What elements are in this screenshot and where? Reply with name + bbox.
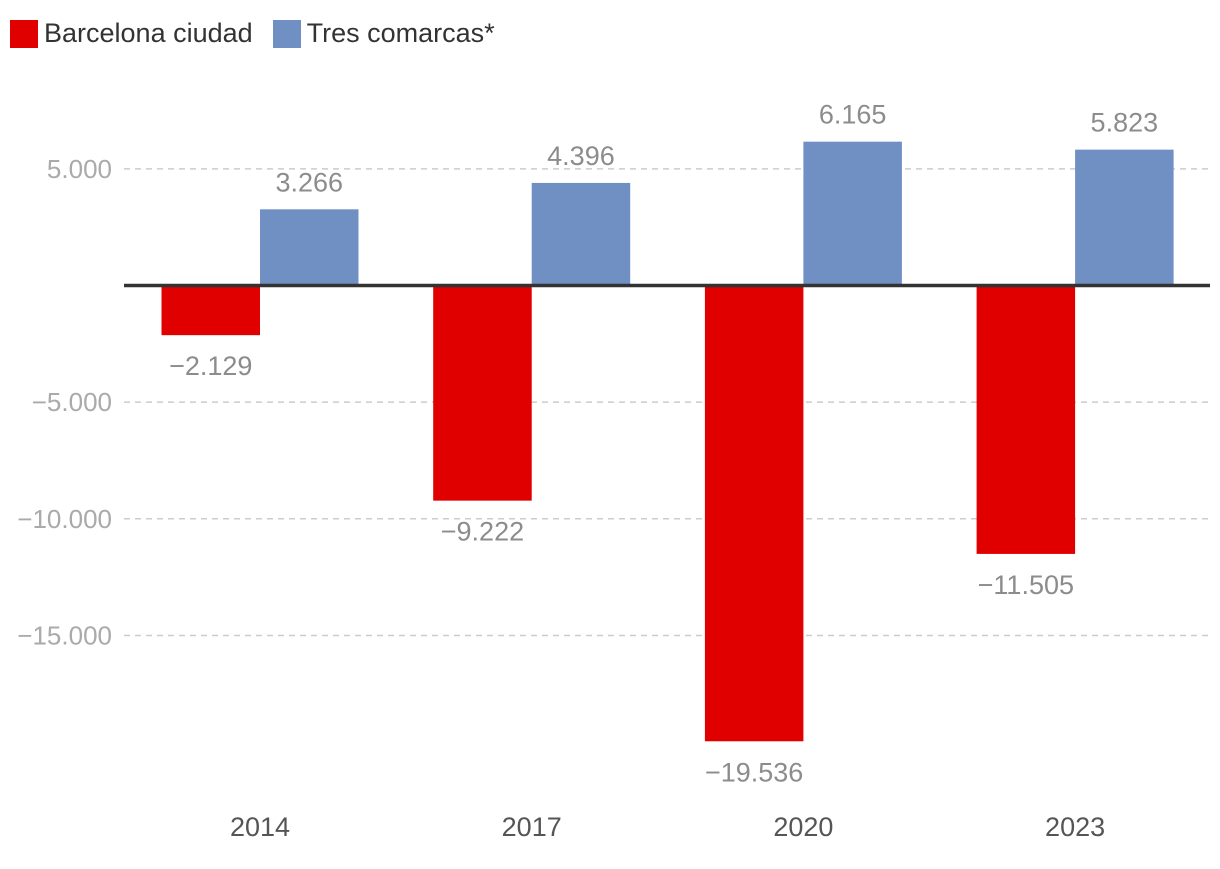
data-label-barcelona: −11.505 xyxy=(978,570,1074,600)
legend-label-tres-comarcas: Tres comarcas* xyxy=(306,18,495,48)
bar-barcelona xyxy=(704,285,804,742)
data-label-tres-comarcas: 5.823 xyxy=(1091,108,1159,138)
x-tick-label: 2023 xyxy=(1045,812,1105,842)
x-tick-label: 2020 xyxy=(773,812,833,842)
data-label-tres-comarcas: 6.165 xyxy=(819,100,887,130)
bar-barcelona xyxy=(976,285,1076,554)
y-tick-label: −15.000 xyxy=(17,620,112,650)
legend-item-tres-comarcas: Tres comarcas* xyxy=(272,18,495,49)
y-tick-label: −5.000 xyxy=(32,387,112,417)
bar-tres-comarcas xyxy=(260,209,359,286)
bar-barcelona xyxy=(433,285,532,501)
x-tick-label: 2014 xyxy=(230,812,290,842)
data-label-barcelona: −19.536 xyxy=(705,757,803,787)
legend-item-barcelona: Barcelona ciudad xyxy=(10,18,253,49)
data-label-tres-comarcas: 4.396 xyxy=(547,141,615,171)
legend: Barcelona ciudad Tres comarcas* xyxy=(10,18,515,49)
legend-swatch-barcelona xyxy=(10,19,38,48)
legend-swatch-tres-comarcas xyxy=(272,19,301,48)
x-tick-label: 2017 xyxy=(502,812,562,842)
bar-tres-comarcas xyxy=(803,141,902,286)
data-label-barcelona: −2.129 xyxy=(169,351,252,381)
data-label-tres-comarcas: 3.266 xyxy=(275,167,343,197)
bar-barcelona xyxy=(161,285,260,336)
data-label-barcelona: −9.222 xyxy=(441,517,524,547)
y-tick-label: 5.000 xyxy=(47,154,112,184)
bar-tres-comarcas xyxy=(1075,149,1174,286)
bar-tres-comarcas xyxy=(531,182,631,286)
y-tick-label: −10.000 xyxy=(17,504,112,534)
legend-label-barcelona: Barcelona ciudad xyxy=(44,18,253,48)
